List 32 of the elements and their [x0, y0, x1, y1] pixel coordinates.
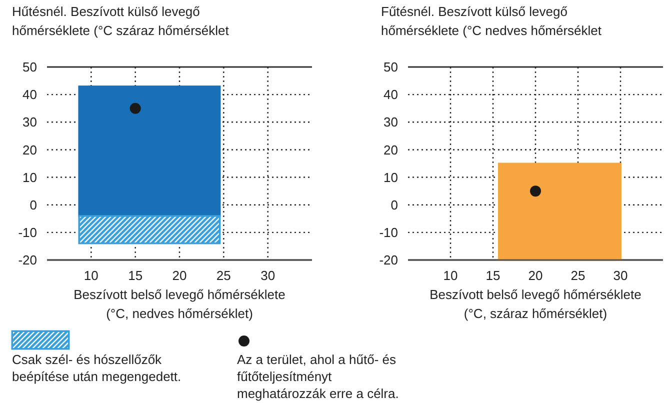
- x-tick-label: 25: [570, 268, 586, 283]
- legend-label: Az a terület, ahol a hűtő- és fűtőteljesítményt meghatározzák erre a célra.: [237, 352, 399, 401]
- x-tick-label: 10: [84, 268, 98, 283]
- y-tick-label: -10: [18, 224, 37, 240]
- legend-label: Csak szél- és hószellőzők beépítése után megengedett.: [12, 352, 182, 384]
- x-tick-label: 30: [260, 268, 276, 283]
- x-axis-title: Beszívott belső levegő hőmérséklete (°C, nedves hőmérséklet): [74, 287, 286, 321]
- x-tick-label: 20: [172, 268, 187, 283]
- x-tick-label: 15: [128, 268, 143, 283]
- x-tick-label: 30: [613, 268, 628, 283]
- y-tick-label: 30: [22, 114, 37, 130]
- x-tick-label: 10: [443, 268, 458, 283]
- y-tick-label: 40: [22, 87, 37, 102]
- y-tick-label: 10: [22, 170, 37, 185]
- x-tick-label: 25: [216, 268, 231, 283]
- y-tick-label: 20: [22, 142, 37, 158]
- y-tick-label: 10: [384, 170, 398, 185]
- y-tick-label: -20: [18, 252, 37, 268]
- y-tick-label: -10: [379, 224, 398, 240]
- y-tick-label: 0: [30, 197, 37, 212]
- y-tick-label: 0: [390, 197, 398, 212]
- y-tick-label: 20: [384, 142, 398, 158]
- x-tick-label: 20: [528, 268, 543, 283]
- chart-title: Hűtésnél. Beszívott külső levegő hőmérséklete (°C száraz hőmérséklet: [12, 4, 230, 38]
- y-tick-label: 50: [22, 60, 37, 75]
- x-tick-label: 15: [486, 268, 500, 283]
- y-tick-label: -20: [379, 252, 398, 268]
- chart-title: Fűtésnél. Beszívott külső levegő hőmérséklete (°C nedves hőmérséklet: [381, 4, 602, 38]
- x-axis-title: Beszívott belső levegő hőmérséklete (°C, száraz hőmérséklet): [430, 287, 642, 321]
- y-tick-label: 50: [384, 60, 398, 75]
- y-tick-label: 30: [384, 114, 398, 130]
- y-tick-label: 40: [384, 87, 398, 102]
